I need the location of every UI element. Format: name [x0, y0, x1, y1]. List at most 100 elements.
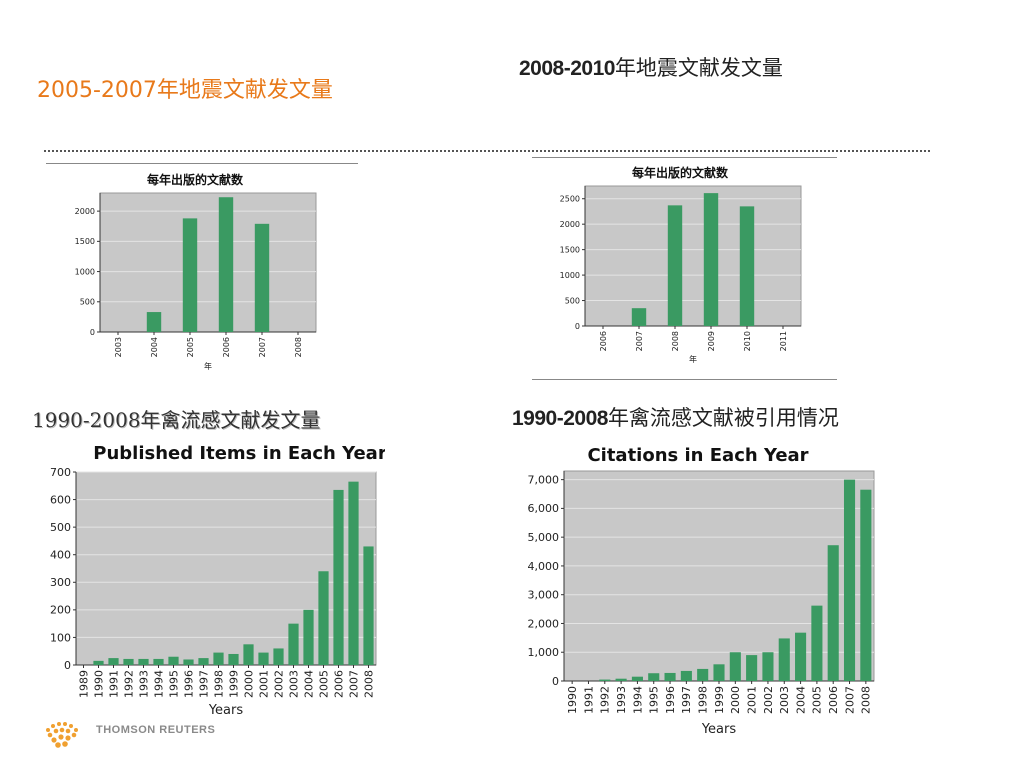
heading-avian-flu-citations: 1990-2008年禽流感文献被引用情况 — [512, 402, 839, 432]
y-tick-label: 700 — [50, 466, 71, 479]
x-tick-label: 1997 — [680, 686, 693, 714]
bar — [843, 479, 856, 681]
x-tick-label: 2007 — [843, 686, 856, 714]
x-tick-label: 2008 — [294, 337, 303, 357]
x-tick-label: 2006 — [827, 686, 840, 714]
bar — [363, 546, 374, 665]
x-tick-label: 2006 — [332, 670, 345, 698]
brand-name: THOMSON REUTERS — [96, 724, 216, 736]
x-tick-label: 2005 — [186, 337, 195, 357]
y-tick-label: 500 — [565, 296, 580, 305]
dotted-divider — [44, 150, 930, 152]
y-tick-label: 4,000 — [528, 560, 560, 573]
x-tick-label: 1999 — [227, 670, 240, 698]
x-tick-label: 2006 — [222, 337, 231, 357]
bar — [273, 648, 284, 665]
chart-earthquake-2008-2010: 每年出版的文献数 0 500 1000 1500 2000 2500 2006 2007 2008… — [560, 165, 802, 364]
x-tick-label: 2003 — [114, 337, 123, 357]
x-tick-label: 2001 — [745, 686, 758, 714]
x-tick-label: 2005 — [317, 670, 330, 698]
bar — [703, 193, 719, 326]
heading-earthquake-2005-2007: 2005-2007年地震文献发文量 — [37, 78, 333, 103]
x-tick-label: 1999 — [713, 686, 726, 714]
bar — [762, 652, 774, 681]
bar — [254, 223, 270, 332]
chart-title: Published Items in Each Year — [93, 443, 385, 464]
bar — [827, 545, 839, 681]
bar — [348, 481, 359, 665]
x-tick-label: 1996 — [182, 670, 195, 698]
y-tick-label: 2000 — [75, 207, 95, 216]
x-tick-label: 2007 — [258, 337, 267, 357]
x-tick-label: 1991 — [107, 670, 120, 698]
x-axis-label: Years — [208, 703, 244, 718]
bar — [680, 670, 692, 681]
bar — [860, 489, 872, 681]
bar — [631, 308, 647, 326]
bar — [138, 658, 149, 665]
x-tick-label: 1989 — [77, 670, 90, 698]
x-tick-label: 2008 — [671, 331, 680, 351]
y-tick-label: 1000 — [560, 271, 580, 280]
thomson-reuters-logo-icon — [46, 722, 78, 748]
x-tick-label: 1990 — [92, 670, 105, 698]
y-tick-label: 500 — [50, 521, 71, 534]
bar — [778, 638, 790, 681]
y-tick-label: 0 — [64, 659, 71, 672]
x-tick-label: 2008 — [362, 670, 375, 698]
bar — [168, 656, 179, 665]
chart-title: 每年出版的文献数 — [147, 172, 244, 187]
y-tick-label: 7,000 — [528, 473, 560, 486]
x-tick-label: 1998 — [212, 670, 225, 698]
heading-avian-flu-publications: 1990-2008年禽流感文献发文量 — [32, 408, 321, 432]
plot-area — [563, 470, 875, 682]
x-tick-label: 2000 — [242, 670, 255, 698]
y-tick-label: 0 — [552, 675, 559, 688]
x-tick-label: 1994 — [152, 670, 165, 698]
bar — [303, 609, 314, 665]
chart-title: 每年出版的文献数 — [632, 165, 729, 180]
bar — [795, 632, 807, 681]
bar — [183, 659, 194, 665]
x-tick-label: 2006 — [599, 331, 608, 351]
chart-earthquake-2005-2007: 每年出版的文献数 0 500 1000 1500 2000 2003 2004 2005 2006… — [75, 172, 317, 371]
y-tick-label: 5,000 — [528, 531, 560, 544]
x-tick-label: 2003 — [778, 686, 791, 714]
bar — [198, 658, 209, 665]
heading-year-range: 2008-2010 — [519, 57, 615, 80]
x-tick-label: 1990 — [566, 686, 579, 714]
x-tick-label: 2001 — [257, 670, 270, 698]
x-tick-label: 2004 — [794, 686, 807, 714]
x-tick-label: 1993 — [137, 670, 150, 698]
bar — [182, 218, 198, 332]
plot-area — [99, 192, 317, 333]
x-tick-label: 2008 — [860, 686, 873, 714]
x-tick-label: 1995 — [167, 670, 180, 698]
x-tick-label: 2010 — [743, 331, 752, 351]
y-tick-label: 300 — [50, 576, 71, 589]
x-tick-label: 2002 — [762, 686, 775, 714]
x-tick-label: 2002 — [272, 670, 285, 698]
bar — [667, 205, 683, 326]
x-tick-label: 1996 — [664, 686, 677, 714]
y-tick-label: 100 — [50, 631, 71, 644]
bar — [333, 489, 344, 665]
divider-line — [532, 379, 837, 380]
bar — [228, 653, 239, 665]
bar — [631, 676, 643, 681]
bar — [664, 672, 676, 681]
bar — [243, 644, 254, 665]
y-tick-label: 500 — [80, 298, 95, 307]
chart-title: Citations in Each Year — [587, 445, 808, 466]
x-tick-label: 2005 — [811, 686, 824, 714]
chart-citations: Citations in Each Year 0 1,000 2,000 3,000 4,… — [528, 445, 875, 737]
heading-earthquake-2008-2010: 2008-2010年地震文献发文量 — [519, 52, 783, 82]
bar — [648, 673, 660, 681]
bar — [108, 658, 119, 665]
bar — [153, 658, 164, 665]
x-axis-label: 年 — [689, 354, 697, 364]
bar — [146, 312, 162, 332]
bar — [318, 571, 329, 665]
x-tick-label: 2003 — [287, 670, 300, 698]
x-tick-label: 1995 — [648, 686, 661, 714]
